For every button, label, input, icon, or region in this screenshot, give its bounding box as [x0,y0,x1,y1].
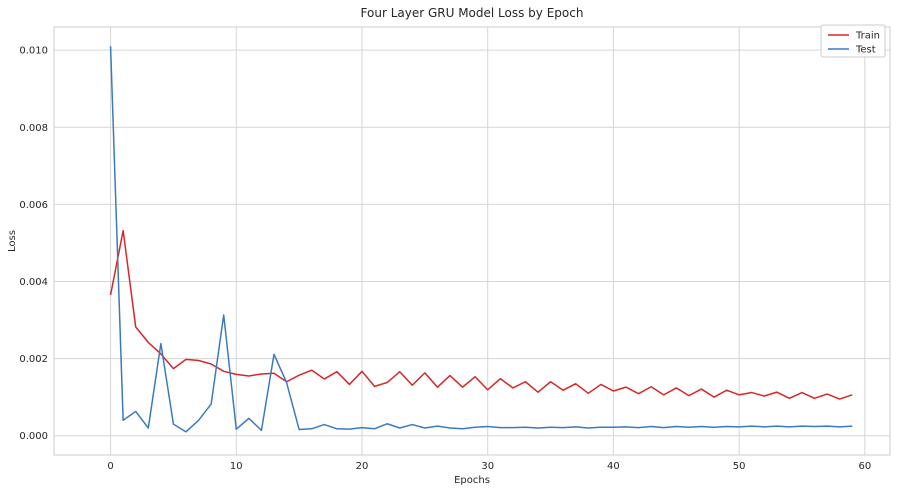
x-tick-label: 10 [230,461,243,472]
y-tick-label: 0.010 [19,46,48,57]
x-tick-label: 0 [107,461,113,472]
x-tick-labels: 0 10 20 30 40 50 60 [107,461,871,472]
series-layer [109,46,853,433]
legend-label-test: Test [855,45,876,56]
x-tick-label: 60 [858,461,871,472]
y-tick-label: 0.006 [19,200,48,211]
legend-label-train: Train [855,31,880,42]
grid [54,27,890,455]
y-tick-label: 0.008 [19,123,48,134]
y-tick-label: 0.002 [19,354,48,365]
chart-title: Four Layer GRU Model Loss by Epoch [361,6,584,20]
series-line-test [109,46,853,433]
x-tick-label: 30 [481,461,494,472]
y-tick-labels: 0.000 0.002 0.004 0.006 0.008 0.010 [19,46,48,443]
x-tick-label: 40 [607,461,620,472]
x-tick-label: 20 [356,461,369,472]
plot-frame [53,26,891,456]
y-tick-label: 0.000 [19,431,48,442]
y-tick-label: 0.004 [19,277,48,288]
y-axis-label: Loss [7,230,18,252]
legend: Train Test [820,24,886,58]
x-tick-label: 50 [733,461,746,472]
series-line-train [109,229,853,400]
x-axis-label: Epochs [454,475,490,486]
